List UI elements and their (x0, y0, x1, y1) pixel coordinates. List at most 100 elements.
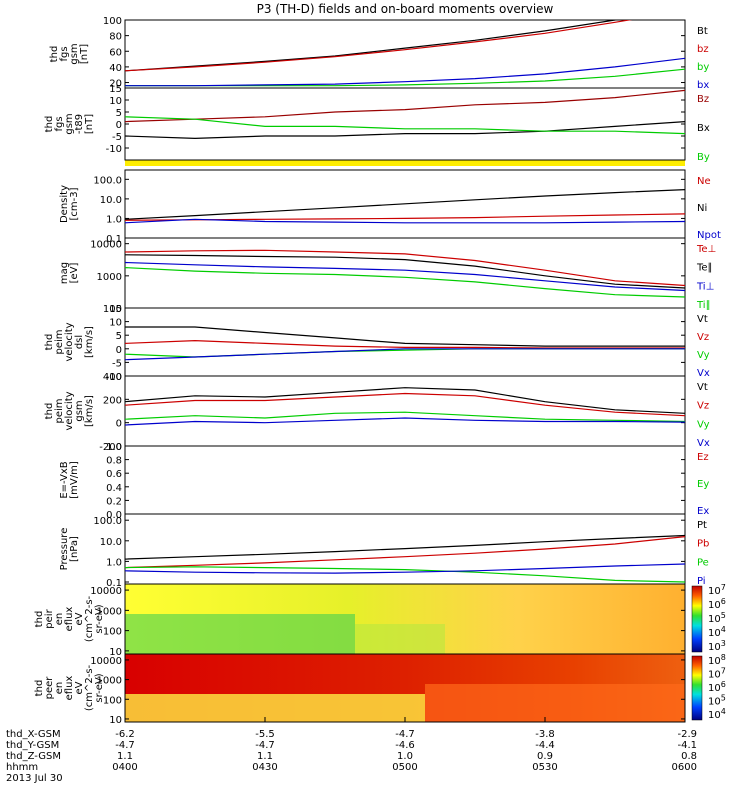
y-tick-label: 1.0 (106, 557, 122, 568)
series-line-Pt (125, 534, 685, 560)
legend-Vy: Vy (697, 350, 710, 361)
time-axis: -6.2-4.71.10400-5.5-4.71.10430-4.7-4.61.… (6, 717, 697, 784)
y-axis-label: Density (59, 185, 70, 223)
panel-fgs_gsm: 20 40 60 80 100 thd fgs gsm [nT] Bt bz by bx (49, 16, 709, 91)
y-tick-label: 0.6 (106, 469, 122, 480)
series-line-Vz (125, 339, 685, 349)
colorbar-tick-label: 105 (708, 611, 726, 625)
legend-Vx: Vx (697, 368, 710, 379)
legend-bx: bx (697, 80, 709, 91)
y-axis-label: thd (34, 611, 45, 628)
y-axis-label: thd (49, 46, 60, 63)
x-tick-label-X: -2.9 (677, 729, 697, 740)
legend-Vz: Vz (697, 401, 709, 412)
y-tick-label: 0.1 (106, 578, 122, 589)
y-axis-label: thd (44, 403, 55, 420)
y-axis-label: [mV/m] (69, 461, 80, 499)
series-line-Vt (125, 326, 685, 347)
y-axis-label: peim (54, 329, 65, 354)
y-tick-label: 100.0 (93, 516, 122, 527)
x-tick-label-hhmm: 0500 (392, 762, 417, 773)
y-axis-label: E=-VxB (59, 461, 70, 498)
legend-Bx: Bx (697, 123, 710, 134)
colorbar-tick-label: 107 (708, 667, 726, 681)
y-axis-label: [nPa] (69, 536, 80, 562)
y-tick-label: 100 (103, 304, 122, 315)
colorbar-tick-label: 107 (708, 583, 726, 597)
colorbar (691, 655, 703, 721)
x-tick-label-Z: 0.8 (681, 751, 697, 762)
y-tick-label: 15 (109, 304, 122, 315)
series-line-Bt (125, 20, 619, 72)
panel-frame (124, 237, 686, 309)
y-axis-label: sr-eV) (94, 673, 105, 702)
y-tick-label: 5 (116, 108, 122, 119)
legend-Ti⊥: Ti⊥ (696, 281, 714, 292)
y-tick-label: 400 (103, 372, 122, 383)
series-line-Vy (125, 411, 685, 423)
series-line-by (125, 68, 685, 87)
y-axis-label: [km/s] (84, 395, 95, 427)
y-tick-label: -5 (112, 358, 122, 369)
y-tick-label: 20 (109, 79, 122, 90)
legend-Te⊥: Te⊥ (696, 244, 716, 255)
y-tick-label: 200 (103, 395, 122, 406)
y-axis-label: en (54, 682, 65, 695)
legend-Pb: Pb (697, 539, 709, 550)
colorbar-tick-label: 106 (708, 680, 726, 694)
legend-Ex: Ex (697, 506, 709, 517)
series-line-Vz (125, 392, 685, 417)
legend-Ne: Ne (697, 176, 711, 187)
y-tick-label: 0 (116, 120, 122, 131)
plot-title: P3 (TH-D) fields and on-board moments ov… (257, 2, 554, 16)
series-line-Ti∥ (125, 267, 685, 298)
series-line-Te∥ (125, 254, 685, 289)
legend-Pt: Pt (697, 520, 707, 531)
y-tick-label: 0 (116, 345, 122, 356)
series-line-By (125, 116, 685, 135)
y-axis-label: velocity (64, 322, 75, 361)
y-tick-label: 60 (109, 47, 122, 58)
y-axis-label: dsl (74, 335, 85, 349)
series-line-Npot (125, 218, 685, 224)
panel-peim_velocity_gsm: -200 0 200 400 thd peim velocity gsm [km/s] Vt Vz V… (44, 372, 710, 453)
y-axis-label: (cm^2-s- (84, 595, 95, 642)
y-tick-label: 10000 (90, 656, 122, 667)
x-axis-row-label: 2013 Jul 30 (6, 773, 63, 784)
series-line-Te⊥ (125, 249, 685, 287)
x-axis-row-label: thd_Z-GSM (6, 751, 61, 762)
legend-Vx: Vx (697, 438, 710, 449)
colorbar-tick-label: 103 (708, 639, 726, 653)
y-tick-label: 0.4 (106, 483, 122, 494)
panel-frame (124, 445, 686, 515)
y-tick-label: 10 (109, 647, 122, 658)
y-axis-label: fgs (59, 46, 70, 61)
y-axis-label: gsm (64, 113, 75, 134)
spectrogram-decay-band (425, 684, 685, 722)
y-axis-label: peer (44, 676, 55, 700)
y-tick-label: 100 (103, 627, 122, 638)
x-tick-label-Y: -4.7 (115, 740, 135, 751)
legend-Vz: Vz (697, 332, 709, 343)
y-axis-label: thd (34, 680, 45, 697)
x-tick-label-Z: 0.9 (537, 751, 553, 762)
y-axis-label: gsm (69, 43, 80, 64)
colorbar-tick-label: 106 (708, 597, 726, 611)
y-axis-label: eflux (64, 607, 75, 632)
legend-Ti∥: Ti∥ (696, 300, 711, 311)
y-tick-label: 0.8 (106, 456, 122, 467)
colorbar-tick-label: 104 (708, 707, 726, 721)
series-line-Ni (125, 189, 685, 220)
panel-frame (124, 307, 686, 377)
legend-Ey: Ey (697, 479, 709, 490)
x-tick-label-Y: -4.6 (395, 740, 415, 751)
y-axis-label: fgs (54, 116, 65, 131)
legend-Npot: Npot (697, 230, 721, 241)
y-axis-label: [km/s] (84, 326, 95, 358)
x-tick-label-Z: 1.1 (257, 751, 273, 762)
y-tick-label: 0.0 (106, 510, 122, 521)
